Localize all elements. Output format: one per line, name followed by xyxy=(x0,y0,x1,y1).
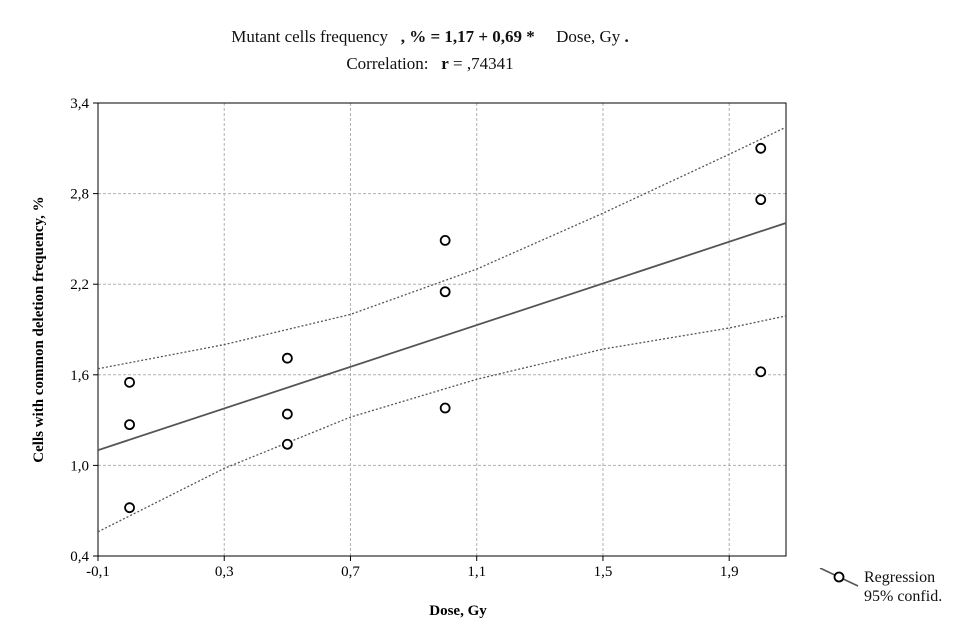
data-point xyxy=(439,286,451,298)
y-tick-label: 1,0 xyxy=(70,458,89,474)
data-point xyxy=(124,502,135,514)
y-tick-label: 2,8 xyxy=(70,187,89,203)
data-point xyxy=(755,366,767,378)
equation-prefix: Mutant cells frequency xyxy=(231,27,388,46)
x-axis-label: Dose, Gy xyxy=(429,603,487,619)
equation-formula: , % = 1,17 + 0,69 * xyxy=(400,27,535,46)
plot-frame xyxy=(97,102,787,557)
x-tick-label: 0,7 xyxy=(341,564,360,580)
data-point xyxy=(755,142,767,154)
equation-period: . xyxy=(624,27,629,46)
y-axis-label: Cells with common deletion frequency, % xyxy=(31,196,47,462)
legend-entry-regression: Regression xyxy=(864,569,936,586)
correlation-r: r xyxy=(441,54,449,73)
correlation-value: = ,74341 xyxy=(453,54,514,73)
correlation-label: Correlation: xyxy=(346,54,429,73)
data-point xyxy=(281,438,293,450)
x-tick-label: 0,3 xyxy=(215,564,234,580)
x-tick-label: 1,9 xyxy=(720,564,739,580)
data-point xyxy=(124,419,135,431)
data-point xyxy=(124,376,135,388)
y-tick-label: 3,4 xyxy=(70,96,89,112)
legend-regression-icon xyxy=(819,568,859,587)
x-tick-label: 1,1 xyxy=(467,564,486,580)
data-point xyxy=(281,352,293,364)
data-point xyxy=(439,235,451,246)
confidence-lower-line xyxy=(98,315,786,533)
regression-line xyxy=(98,222,786,452)
equation-suffix: Dose, Gy xyxy=(556,27,621,46)
data-point xyxy=(281,408,293,420)
x-tick-label: 1,5 xyxy=(594,564,613,580)
chart-title-equation: Mutant cells frequency , % = 1,17 + 0,69… xyxy=(0,27,860,47)
confidence-upper-line xyxy=(98,126,786,370)
y-tick-label: 2,2 xyxy=(70,277,89,293)
x-tick-label: -0,1 xyxy=(86,564,110,580)
data-point xyxy=(755,194,767,206)
data-point xyxy=(439,402,451,414)
chart-title-correlation: Correlation: r = ,74341 xyxy=(0,54,860,74)
legend-entry-confidence: 95% confid. xyxy=(864,588,943,605)
y-tick-label: 1,6 xyxy=(70,368,89,384)
y-tick-label: 0,4 xyxy=(70,549,89,565)
